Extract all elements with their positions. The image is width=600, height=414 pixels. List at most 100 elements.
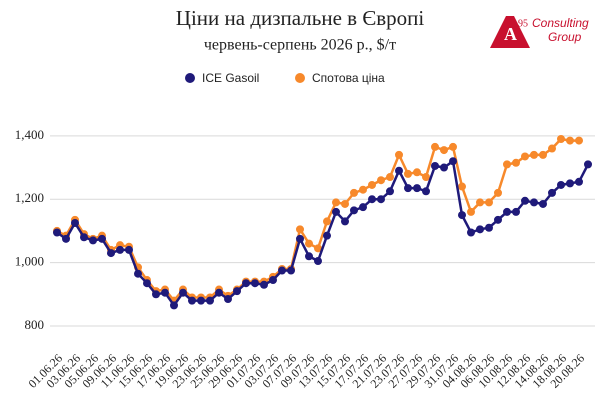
data-point bbox=[440, 146, 448, 155]
data-point bbox=[485, 198, 493, 207]
data-point bbox=[530, 150, 538, 159]
data-point bbox=[503, 207, 511, 216]
data-point bbox=[188, 296, 196, 305]
data-point bbox=[89, 236, 97, 245]
data-point bbox=[431, 142, 439, 151]
logo-shape bbox=[490, 16, 530, 48]
data-point bbox=[548, 144, 556, 153]
data-point bbox=[80, 233, 88, 242]
data-point bbox=[350, 206, 358, 215]
data-point bbox=[476, 225, 484, 234]
data-point bbox=[359, 185, 367, 194]
data-point bbox=[467, 207, 475, 216]
data-point bbox=[575, 177, 583, 186]
logo-mark: A bbox=[504, 24, 517, 44]
data-point bbox=[170, 301, 178, 310]
data-point bbox=[161, 288, 169, 297]
legend-marker bbox=[295, 73, 305, 83]
legend-label: Спотова ціна bbox=[312, 71, 385, 85]
data-point bbox=[224, 295, 232, 304]
data-point bbox=[413, 184, 421, 193]
data-point bbox=[278, 266, 286, 275]
data-point bbox=[566, 179, 574, 188]
y-tick-label: 800 bbox=[25, 317, 45, 332]
data-point bbox=[467, 228, 475, 237]
data-point bbox=[395, 166, 403, 175]
data-point bbox=[557, 180, 565, 189]
logo-text: Group bbox=[548, 30, 582, 44]
data-point bbox=[269, 276, 277, 285]
data-point bbox=[251, 279, 259, 288]
data-point bbox=[584, 160, 592, 169]
data-point bbox=[305, 252, 313, 261]
data-point bbox=[548, 188, 556, 197]
data-point bbox=[521, 196, 529, 205]
data-point bbox=[296, 234, 304, 243]
chart-title: Ціни на дизпальне в Європі bbox=[176, 6, 425, 30]
data-point bbox=[539, 199, 547, 208]
data-point bbox=[530, 198, 538, 207]
data-point bbox=[476, 198, 484, 207]
data-point bbox=[341, 217, 349, 226]
data-point bbox=[296, 225, 304, 234]
data-point bbox=[242, 279, 250, 288]
logo: A 95 Consulting Group bbox=[490, 16, 589, 48]
data-point bbox=[368, 180, 376, 189]
data-point bbox=[332, 198, 340, 207]
data-point bbox=[179, 288, 187, 297]
data-point bbox=[107, 249, 115, 258]
data-point bbox=[521, 152, 529, 161]
data-point bbox=[233, 287, 241, 296]
data-point bbox=[413, 168, 421, 177]
data-point bbox=[323, 217, 331, 226]
data-point bbox=[386, 187, 394, 196]
data-point bbox=[377, 195, 385, 204]
data-point bbox=[512, 207, 520, 216]
data-point bbox=[152, 290, 160, 299]
data-point bbox=[206, 296, 214, 305]
data-point bbox=[341, 199, 349, 208]
logo-text: Consulting bbox=[532, 16, 589, 30]
y-tick-label: 1,200 bbox=[15, 190, 44, 205]
y-tick-label: 1,400 bbox=[15, 127, 44, 142]
data-point bbox=[503, 160, 511, 169]
data-point bbox=[494, 215, 502, 224]
data-point bbox=[359, 203, 367, 212]
data-point bbox=[260, 280, 268, 289]
data-point bbox=[539, 150, 547, 159]
data-point bbox=[368, 195, 376, 204]
chart-subtitle: червень-серпень 2026 р., $/т bbox=[204, 37, 396, 54]
data-point bbox=[386, 173, 394, 182]
data-point bbox=[314, 244, 322, 253]
data-point bbox=[215, 288, 223, 297]
data-point bbox=[449, 142, 457, 151]
data-point bbox=[557, 135, 565, 144]
data-point bbox=[440, 163, 448, 172]
data-point bbox=[404, 184, 412, 193]
data-point bbox=[71, 218, 79, 227]
data-point bbox=[197, 296, 205, 305]
data-point bbox=[512, 158, 520, 167]
legend-marker bbox=[185, 73, 195, 83]
data-point bbox=[575, 136, 583, 145]
data-point bbox=[323, 231, 331, 240]
data-point bbox=[143, 279, 151, 288]
data-point bbox=[125, 245, 133, 254]
data-point bbox=[53, 228, 61, 237]
data-point bbox=[314, 257, 322, 266]
data-point bbox=[494, 188, 502, 197]
data-point bbox=[458, 182, 466, 191]
legend-label: ICE Gasoil bbox=[202, 71, 259, 85]
data-point bbox=[287, 266, 295, 275]
data-point bbox=[116, 245, 124, 254]
data-point bbox=[404, 169, 412, 178]
logo-sup: 95 bbox=[518, 18, 528, 29]
data-point bbox=[458, 211, 466, 220]
data-point bbox=[485, 223, 493, 232]
data-point bbox=[98, 234, 106, 243]
data-point bbox=[134, 269, 142, 278]
data-point bbox=[449, 157, 457, 166]
data-point bbox=[422, 173, 430, 182]
data-point bbox=[305, 239, 313, 248]
